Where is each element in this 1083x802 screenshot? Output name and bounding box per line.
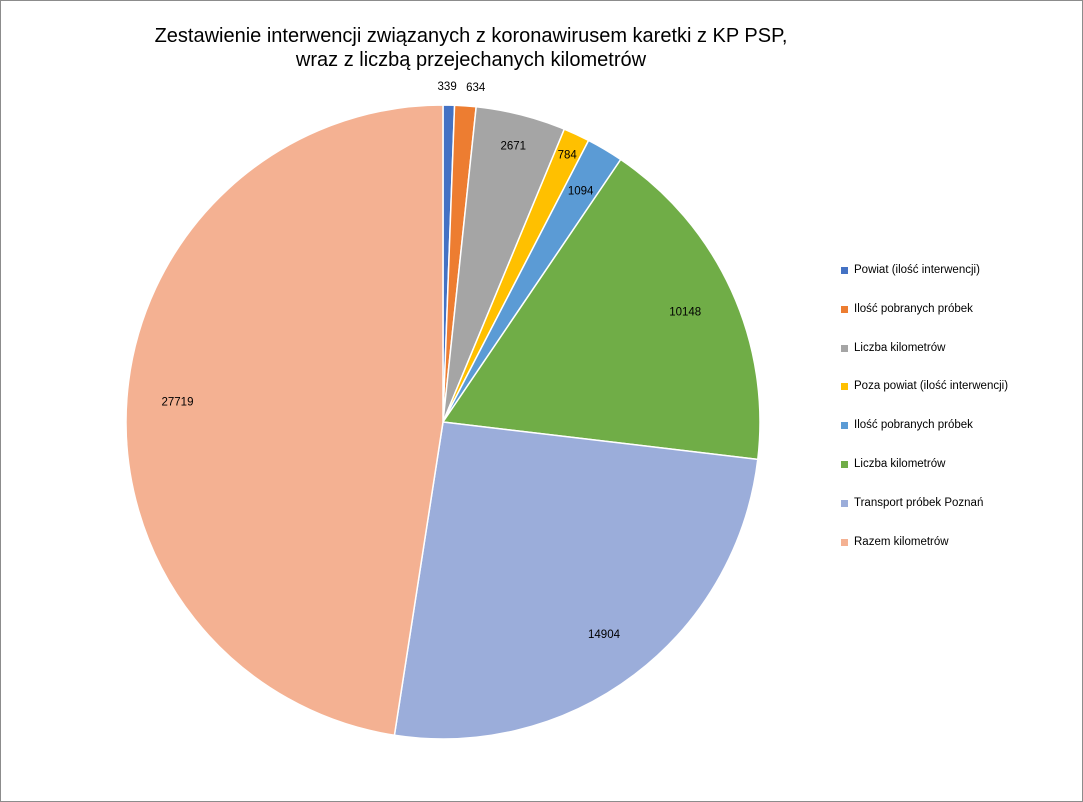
legend-item-1: Powiat (ilość interwencji) bbox=[841, 263, 1076, 302]
legend-label: Ilość pobranych próbek bbox=[854, 419, 973, 432]
legend-swatch bbox=[841, 499, 848, 507]
legend-label: Poza powiat (ilość interwencji) bbox=[854, 380, 1009, 393]
legend-item-6: Liczba kilometrów bbox=[841, 457, 1076, 496]
data-label-7: 14904 bbox=[588, 629, 621, 641]
legend-label: Powiat (ilość interwencji) bbox=[854, 264, 980, 276]
legend-label: Transport próbek Poznań bbox=[854, 496, 984, 509]
chart-title-line-2: wraz z liczbą przejechanych kilometrów bbox=[295, 49, 647, 71]
legend-swatch bbox=[841, 383, 848, 391]
legend-label: Razem kilometrów bbox=[854, 535, 949, 548]
legend-swatch bbox=[841, 422, 848, 430]
chart-title-line-1: Zestawienie interwencji związanych z kor… bbox=[154, 25, 788, 47]
legend-swatch bbox=[841, 538, 848, 546]
data-label-2: 634 bbox=[466, 82, 486, 94]
data-label-4: 784 bbox=[558, 150, 578, 162]
legend-label: Liczba kilometrów bbox=[854, 341, 946, 354]
legend-item-4: Poza powiat (ilość interwencji) bbox=[841, 379, 1076, 418]
legend-item-7: Transport próbek Poznań bbox=[841, 496, 1076, 535]
data-label-8: 27719 bbox=[162, 397, 194, 409]
legend-item-8: Razem kilometrów bbox=[841, 535, 1076, 574]
data-label-6: 10148 bbox=[669, 306, 701, 318]
legend-label: Liczba kilometrów bbox=[854, 457, 946, 470]
legend-item-2: Ilość pobranych próbek bbox=[841, 302, 1076, 341]
data-label-5: 1094 bbox=[568, 185, 594, 197]
legend-swatch bbox=[841, 305, 848, 313]
data-label-3: 2671 bbox=[500, 140, 526, 152]
legend-item-5: Ilość pobranych próbek bbox=[841, 418, 1076, 457]
legend-item-3: Liczba kilometrów bbox=[841, 341, 1076, 380]
legend-swatch bbox=[841, 267, 848, 274]
pie-slice-6 bbox=[441, 158, 761, 461]
legend-swatch bbox=[841, 460, 848, 468]
legend-swatch bbox=[841, 344, 848, 352]
pie-slice-8 bbox=[125, 104, 444, 737]
chart-legend: Powiat (ilość interwencji) Ilość pobranyc… bbox=[841, 263, 1076, 573]
data-label-1: 339 bbox=[438, 81, 457, 93]
pie-slice-7 bbox=[393, 421, 759, 740]
legend-label: Ilość pobranych próbek bbox=[854, 302, 973, 315]
